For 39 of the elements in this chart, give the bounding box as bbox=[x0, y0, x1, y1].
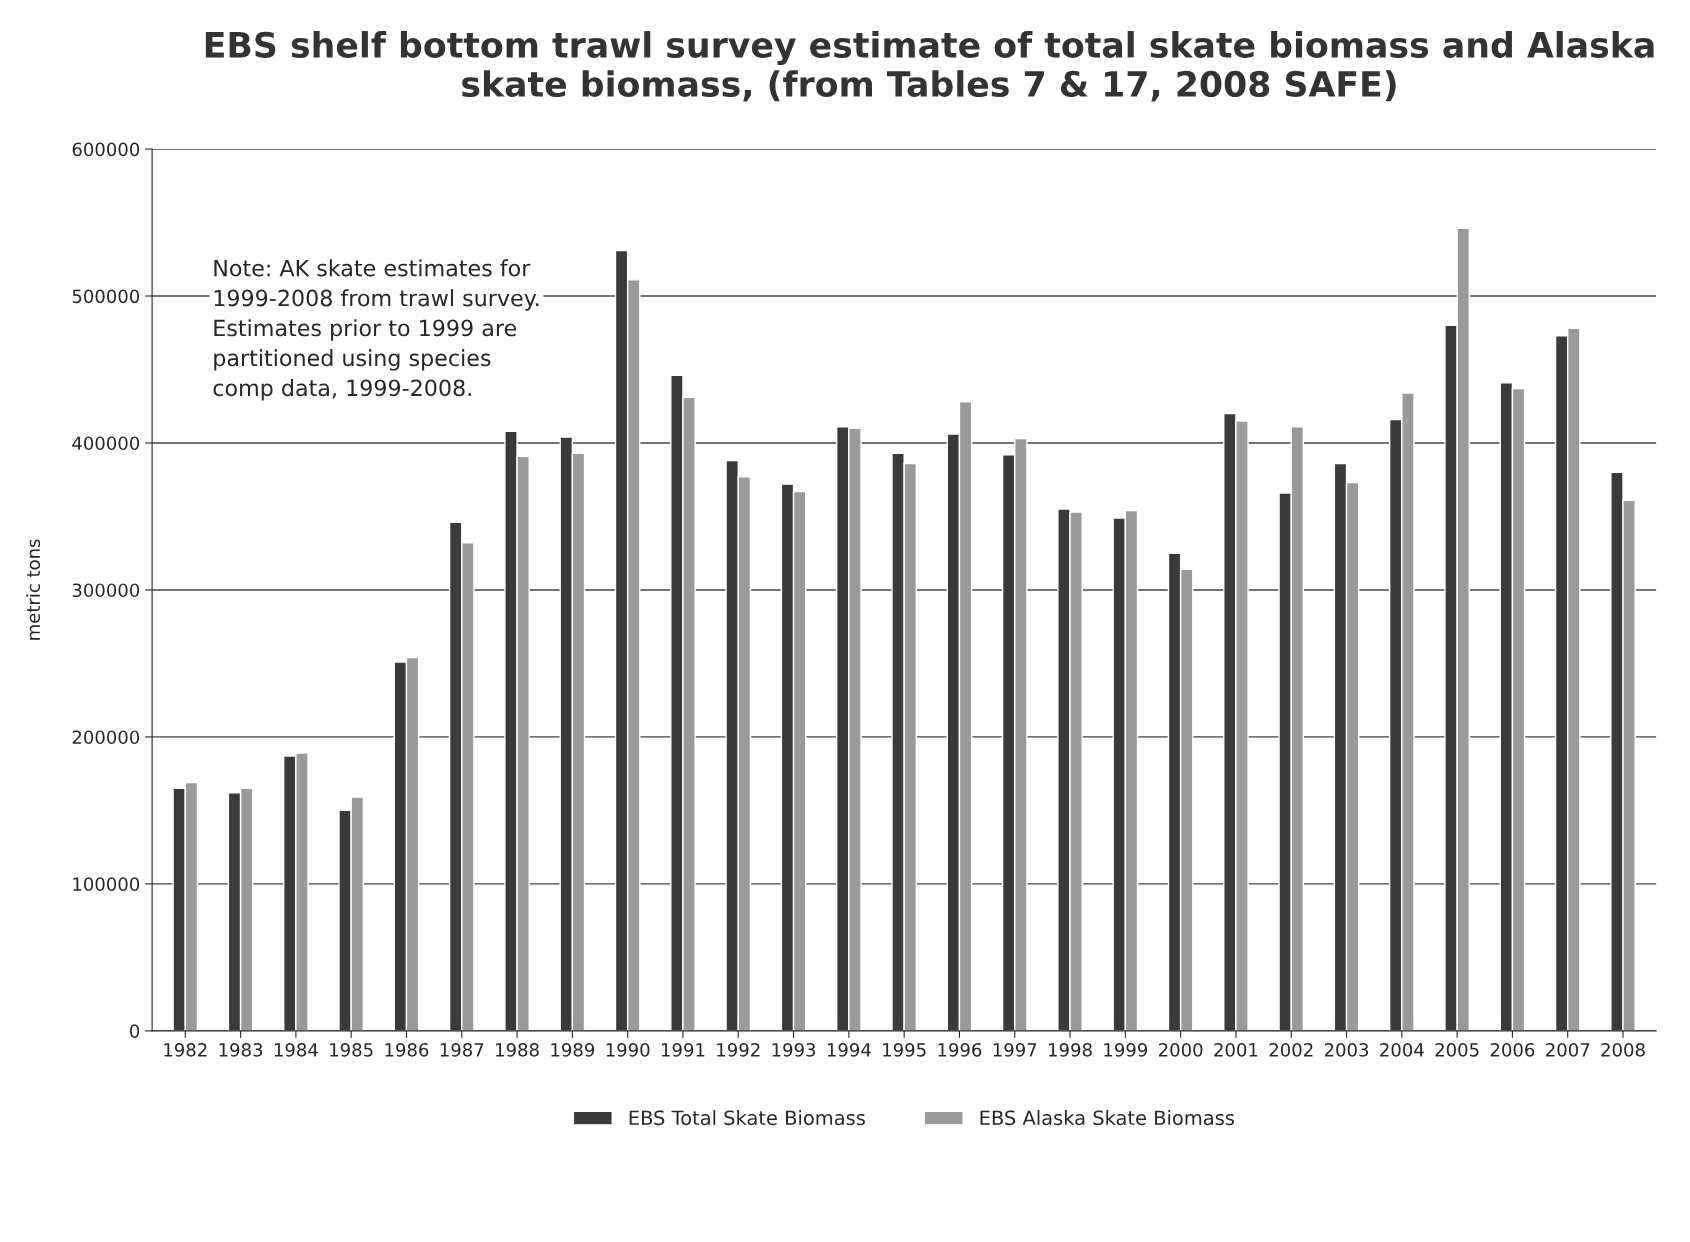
y-tick-label: 500000 bbox=[72, 289, 140, 304]
x-tick-label: 1988 bbox=[496, 1042, 539, 1057]
x-tick-label: 1994 bbox=[827, 1042, 871, 1057]
y-tick-label: 200000 bbox=[72, 730, 140, 745]
x-tick-label: 1987 bbox=[440, 1042, 484, 1057]
x-tick-label: 1992 bbox=[717, 1042, 760, 1057]
x-tick-label: 1990 bbox=[606, 1042, 650, 1057]
legend-label: EBS Alaska Skate Biomass bbox=[980, 1110, 1234, 1126]
x-tick-label: 1998 bbox=[1049, 1042, 1092, 1057]
x-tick-label: 2004 bbox=[1380, 1042, 1424, 1057]
x-tick-label: 2000 bbox=[1158, 1042, 1203, 1057]
y-tick-label: 100000 bbox=[73, 877, 140, 892]
y-tick-label: 400000 bbox=[72, 436, 140, 451]
x-tick-label: 2007 bbox=[1546, 1042, 1590, 1057]
x-tick-label: 2003 bbox=[1324, 1042, 1369, 1057]
annotation: Note: AK skate estimates for 1999-2008 from trawl survey. Estimates prior to 1999 are partitioned using species comp data, 1999-2008. bbox=[213, 259, 539, 401]
y-tick-label: 0 bbox=[130, 1024, 140, 1038]
x-tick-label: 1997 bbox=[993, 1042, 1037, 1057]
legend-label: EBS Total Skate Biomass bbox=[629, 1110, 865, 1126]
x-tick-label: 1999 bbox=[1104, 1042, 1148, 1057]
y-tick-label: 600000 bbox=[72, 142, 140, 157]
y-tick-label: 300000 bbox=[72, 583, 140, 598]
x-tick-label: 1982 bbox=[164, 1042, 207, 1057]
x-tick-label: 1984 bbox=[274, 1042, 318, 1057]
x-tick-label: 1986 bbox=[385, 1042, 429, 1057]
x-tick-label: 2008 bbox=[1601, 1042, 1645, 1057]
x-tick-label: 1995 bbox=[883, 1042, 926, 1057]
x-tick-label: 2006 bbox=[1490, 1042, 1535, 1057]
x-tick-label: 2002 bbox=[1269, 1042, 1313, 1057]
x-tick-label: 1989 bbox=[551, 1042, 595, 1057]
x-tick-label: 2005 bbox=[1435, 1042, 1479, 1057]
y-axis-title: metric tons bbox=[26, 539, 41, 640]
x-tick-label: 1985 bbox=[330, 1042, 373, 1057]
x-tick-label: 2001 bbox=[1214, 1042, 1258, 1057]
x-tick-label: 1983 bbox=[219, 1042, 263, 1057]
x-tick-label: 1996 bbox=[938, 1042, 982, 1057]
chart-title: EBS shelf bottom trawl survey estimate of total skate biomass and Alaska skate biomass, (from Tables 7 & 17, 2008 SAFE) bbox=[205, 31, 1654, 102]
x-tick-label: 1991 bbox=[661, 1042, 705, 1057]
x-tick-label: 1993 bbox=[772, 1042, 816, 1057]
